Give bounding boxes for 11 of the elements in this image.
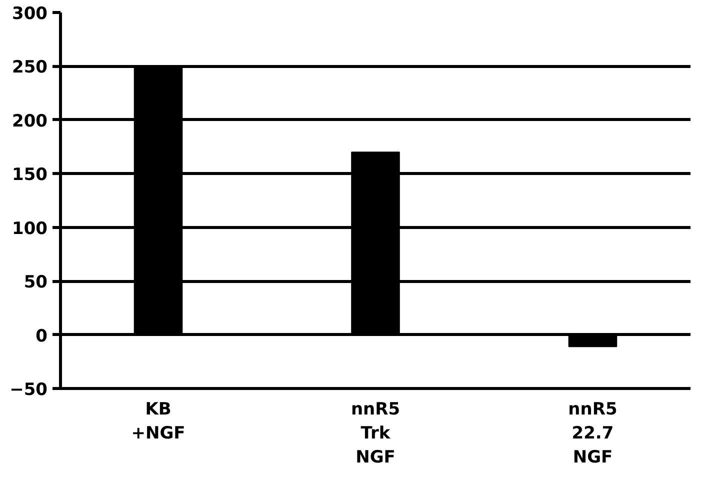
x-tick-label: nnR5 22.7 NGF — [568, 400, 618, 468]
y-tick-label: −50 — [10, 380, 48, 400]
y-tick-label: 250 — [12, 58, 48, 78]
y-tick-label: 50 — [24, 272, 48, 293]
y-tick-label: 150 — [12, 165, 48, 186]
y-tick-label: 200 — [12, 111, 48, 132]
x-tick-label: nnR5 Trk NGF — [350, 400, 400, 468]
y-tick-label: 100 — [12, 218, 48, 239]
x-tick-label: KB +NGF — [131, 400, 186, 444]
y-tick-label: 0 — [36, 326, 48, 346]
y-tick-label: 300 — [12, 4, 48, 24]
